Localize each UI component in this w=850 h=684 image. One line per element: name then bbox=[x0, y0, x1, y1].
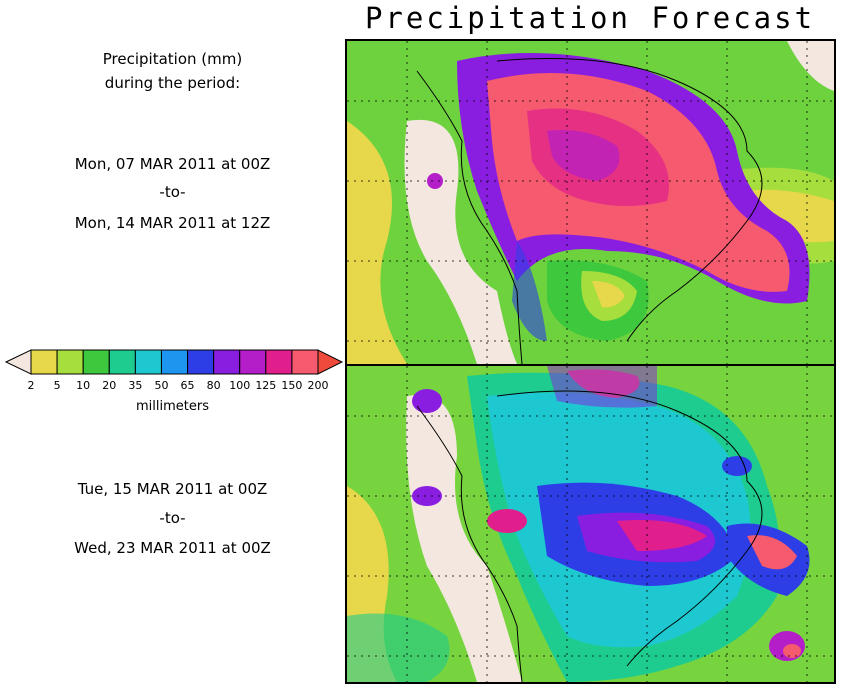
color-scale-box bbox=[56, 349, 84, 375]
color-scale-box bbox=[108, 349, 136, 375]
color-scale-tick-label: 150 bbox=[281, 379, 303, 392]
color-scale-tick-label: 100 bbox=[229, 379, 251, 392]
color-scale-arrow-low bbox=[4, 349, 32, 375]
period2-end: Wed, 23 MAR 2011 at 00Z bbox=[74, 539, 271, 557]
color-scale-tick-label: 2 bbox=[27, 379, 35, 392]
color-scale-box bbox=[265, 349, 293, 375]
color-scale-tick-label: 10 bbox=[76, 379, 91, 392]
color-scale-arrow-high bbox=[317, 349, 344, 375]
color-scale-tick-label: 5 bbox=[53, 379, 61, 392]
color-scale-tick-label: 35 bbox=[128, 379, 143, 392]
color-scale-tick-label: 65 bbox=[180, 379, 195, 392]
color-scale-box bbox=[239, 349, 267, 375]
legend-heading-line1: Precipitation (mm) bbox=[102, 50, 243, 68]
legend-heading-line2: during the period: bbox=[104, 74, 241, 92]
period2-start: Tue, 15 MAR 2011 at 00Z bbox=[77, 480, 268, 498]
forecast-map-period1 bbox=[345, 39, 836, 366]
color-scale-tick-label: 50 bbox=[154, 379, 169, 392]
color-scale-tick-label: 125 bbox=[255, 379, 277, 392]
chart-title: Precipitation Forecast bbox=[364, 1, 816, 35]
forecast-map-period2 bbox=[345, 364, 836, 684]
period1-start: Mon, 07 MAR 2011 at 00Z bbox=[74, 155, 271, 173]
color-scale-box bbox=[30, 349, 58, 375]
period2-sep: -to- bbox=[159, 509, 186, 527]
color-scale-tick-label: 20 bbox=[102, 379, 117, 392]
color-scale-box bbox=[213, 349, 241, 375]
color-scale-tick-label: 200 bbox=[307, 379, 329, 392]
legend-units: millimeters bbox=[136, 399, 209, 414]
color-scale-bar bbox=[4, 349, 344, 375]
color-scale-box bbox=[82, 349, 110, 375]
color-scale-box bbox=[291, 349, 319, 375]
color-scale-box bbox=[187, 349, 215, 375]
period1-sep: -to- bbox=[159, 183, 186, 201]
color-scale-box bbox=[160, 349, 189, 375]
color-scale-tick-label: 80 bbox=[206, 379, 221, 392]
period1-end: Mon, 14 MAR 2011 at 12Z bbox=[74, 214, 271, 232]
color-scale-box bbox=[134, 349, 162, 375]
